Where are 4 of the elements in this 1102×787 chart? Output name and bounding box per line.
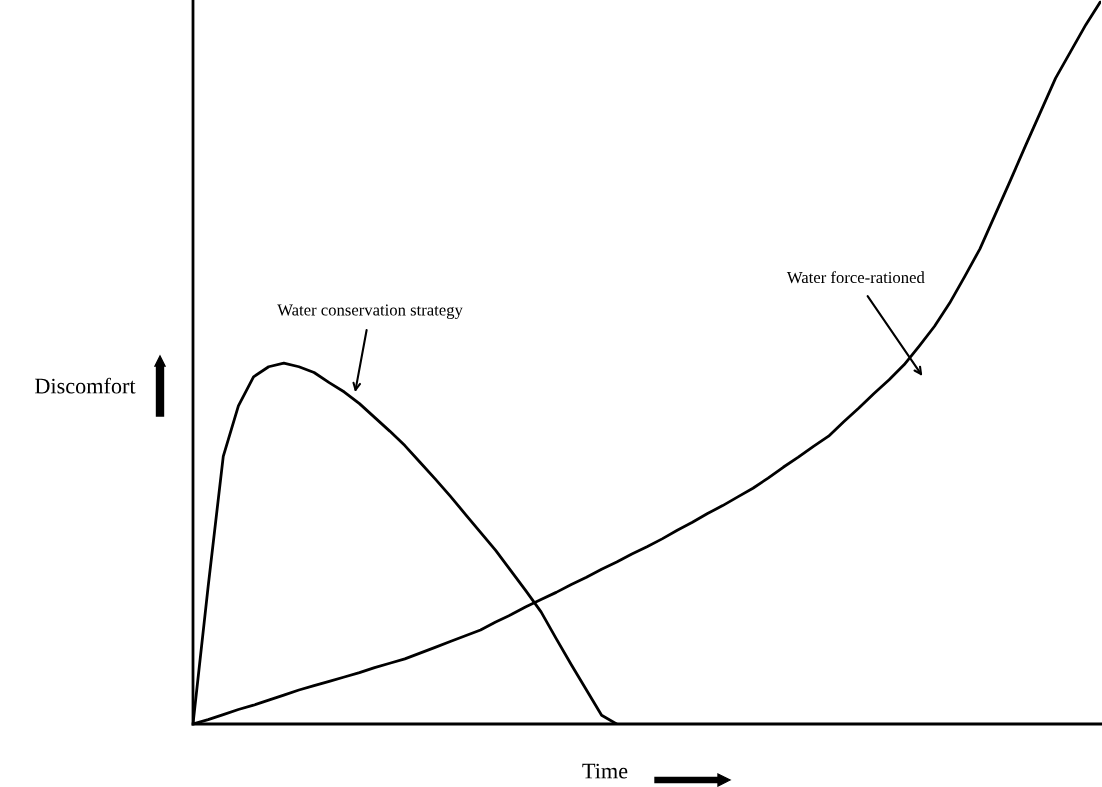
y-axis-title: Discomfort <box>35 377 136 394</box>
annotation: Water force-rationed <box>786 271 925 284</box>
annotation: Water conservation strategy <box>277 304 463 319</box>
x-axis-title: Time <box>582 763 628 779</box>
